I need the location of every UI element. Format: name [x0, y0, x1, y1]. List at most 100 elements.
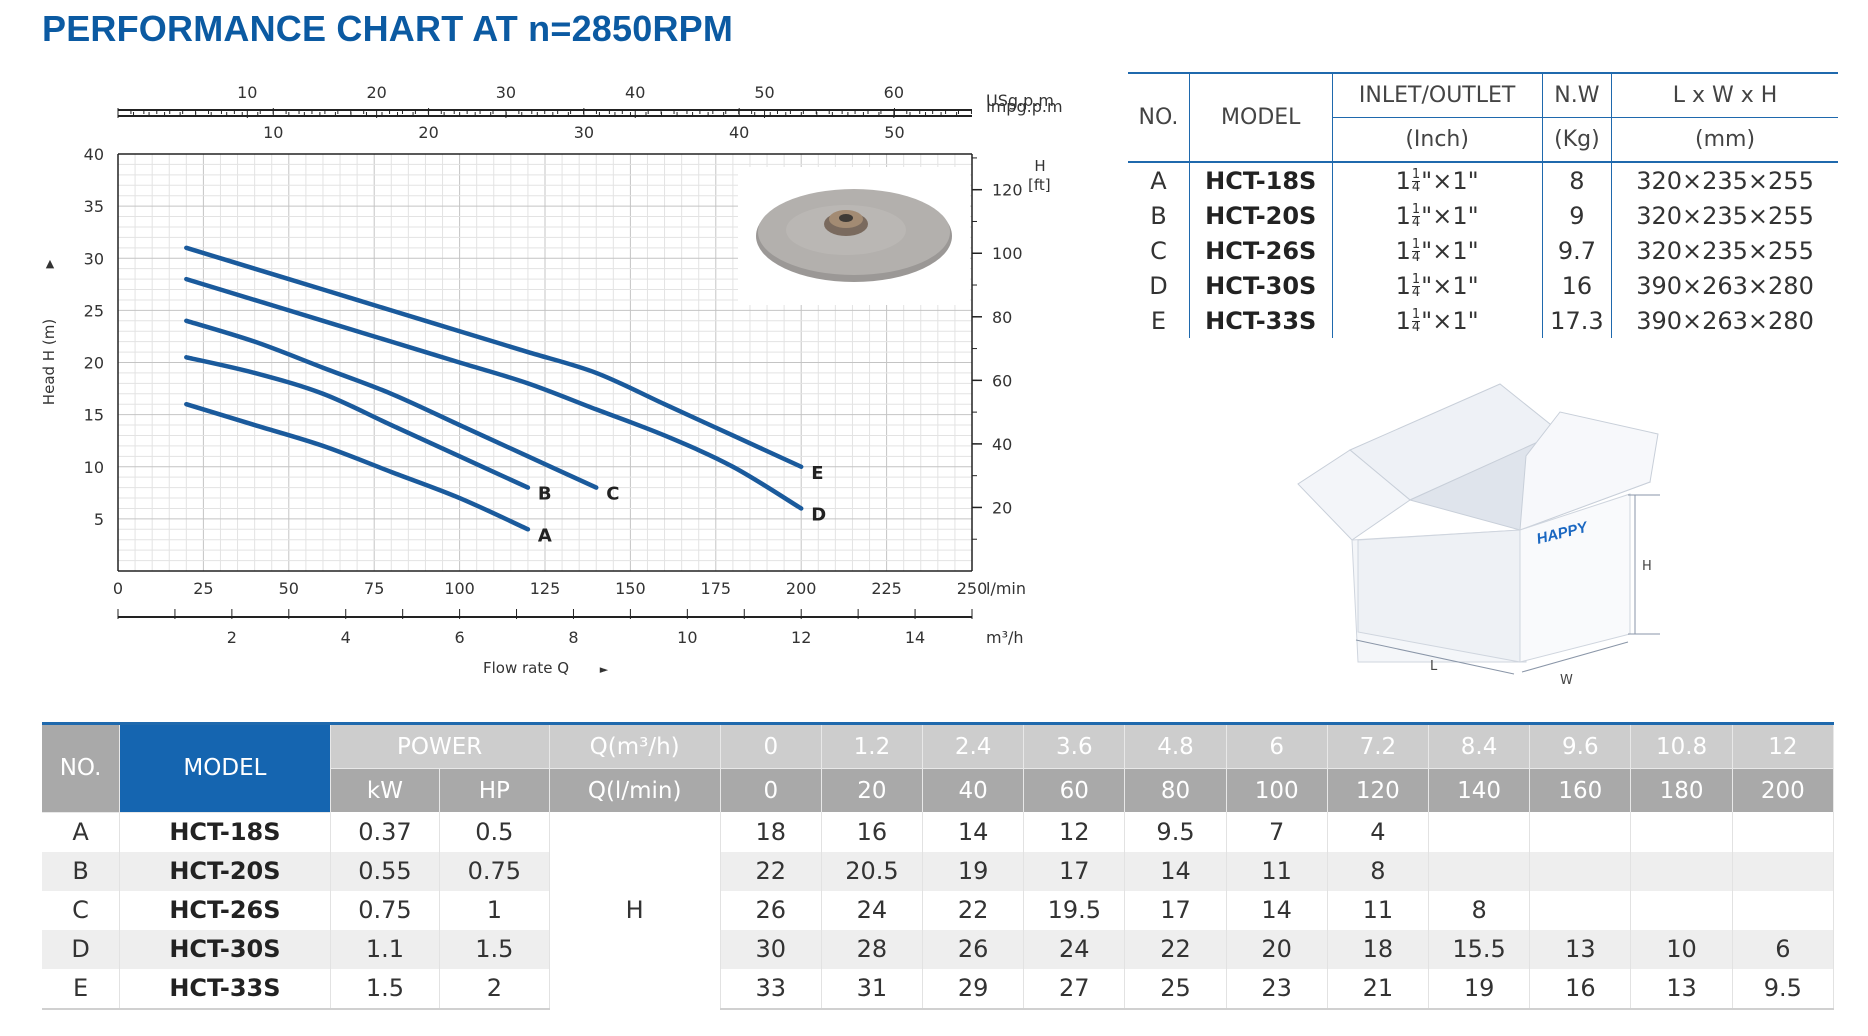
inlet-denominator: 4	[1411, 215, 1421, 230]
inlet-denominator: 4	[1411, 285, 1421, 300]
box-label-h: H	[1642, 559, 1652, 574]
spec-nw: 9	[1541, 198, 1612, 233]
curve-d	[184, 276, 804, 511]
perf-head-value	[1529, 851, 1632, 891]
perf-hp: 0.75	[439, 851, 550, 891]
spec-row: A HCT-18S 1 1 4 "×1" 8 320×235×255	[1128, 162, 1838, 198]
q-m3h-cell: 10.8	[1630, 723, 1733, 769]
usgpm-axis-tick-label: 50	[754, 83, 774, 102]
spec-model: HCT-30S	[1188, 268, 1333, 303]
impgpm-axis-tick-label: 20	[418, 123, 438, 142]
x-unit-label: l/min	[986, 579, 1026, 598]
inlet-rest: "×1"	[1421, 271, 1479, 300]
box-label-w: W	[1560, 673, 1573, 688]
ft-axis-label-ft: [ft]	[1028, 176, 1051, 194]
x-tick-label: 125	[530, 579, 561, 598]
perf-hp: 2	[439, 968, 550, 1010]
curve-a	[184, 401, 531, 532]
inlet-denominator: 4	[1411, 320, 1421, 335]
perf-head-value: 11	[1327, 890, 1429, 930]
spec-inlet: 1 1 4 "×1"	[1331, 198, 1543, 233]
inlet-rest: "×1"	[1421, 166, 1479, 195]
q-lmin-cell: 140	[1428, 768, 1531, 812]
perf-head-value: 7	[1226, 812, 1328, 852]
q-m3h-cell: 2.4	[922, 723, 1025, 769]
m3h-tick-label: 12	[791, 628, 811, 647]
perf-head-value: 24	[1023, 929, 1126, 969]
perf-head-value: 19	[1428, 968, 1531, 1010]
perf-row: C HCT-26S 0.75 1 26 24 22 19.5 17 14 11 8	[42, 890, 1835, 930]
perf-head-value	[1732, 812, 1835, 852]
x-tick-label: 250	[957, 579, 988, 598]
perf-head-value: 18	[720, 812, 822, 852]
inlet-rest: "×1"	[1421, 306, 1479, 335]
perf-head-value: 20.5	[821, 851, 924, 891]
perf-kw: 1.1	[330, 929, 441, 969]
spec-nw: 16	[1541, 268, 1612, 303]
y-tick-label: 20	[84, 354, 104, 373]
q-lmin-cell: 200	[1732, 768, 1835, 812]
perf-no: E	[42, 968, 121, 1010]
perf-head-value: 14	[1226, 890, 1328, 930]
perf-head-value: 19.5	[1023, 890, 1126, 930]
spec-header-dims: L x W x H	[1611, 73, 1838, 118]
perf-model: HCT-26S	[119, 890, 331, 930]
inlet-whole: 1	[1395, 236, 1411, 265]
perf-hp: 1.5	[439, 929, 550, 969]
perf-model: HCT-18S	[119, 812, 331, 852]
perf-head-value	[1529, 890, 1632, 930]
perf-header-power: POWER	[330, 723, 550, 769]
y-axis-arrow: ▲	[46, 257, 55, 270]
chart-axes: 0 25 50 75 100 125 150 175 200 225 250l/min5101520…	[40, 83, 1063, 677]
perf-head-value: 9.5	[1124, 812, 1227, 852]
spec-dims: 390×263×280	[1611, 303, 1838, 338]
perf-row: B HCT-20S 0.55 0.75 22 20.5 19 17 14 11 8	[42, 851, 1835, 891]
usgpm-axis-unit-label: USg.p.m	[986, 91, 1054, 110]
perf-head-value: 8	[1327, 851, 1429, 891]
q-m3h-cell: 4.8	[1124, 723, 1227, 769]
inlet-numerator: 1	[1411, 167, 1421, 182]
packaging-box-illustration: HAPPY H L W	[1297, 383, 1660, 688]
q-lmin-cell: 20	[821, 768, 924, 812]
spec-row: B HCT-20S 1 1 4 "×1" 9 320×235×255	[1128, 198, 1838, 233]
impeller-image	[738, 167, 970, 305]
perf-head-value: 33	[720, 968, 822, 1010]
perf-head-value	[1630, 890, 1733, 930]
perf-row: A HCT-18S 0.37 0.5 H 18 16 14 12 9.5 7 4	[42, 812, 1835, 1009]
perf-head-value: 9.5	[1732, 968, 1835, 1010]
ft-tick-label: 40	[992, 435, 1012, 454]
perf-kw: 0.75	[330, 890, 441, 930]
perf-head-value	[1428, 851, 1531, 891]
perf-head-value: 8	[1428, 890, 1531, 930]
spec-header-nw: N.W	[1541, 73, 1612, 118]
perf-kw: 1.5	[330, 968, 441, 1010]
spec-inlet: 1 1 4 "×1"	[1331, 162, 1543, 198]
q-lmin-cell: 120	[1327, 768, 1429, 812]
box-label-l: L	[1430, 659, 1438, 674]
impgpm-axis-unit-label: Impg.p.m	[986, 97, 1063, 116]
perf-head-value: 29	[922, 968, 1025, 1010]
performance-chart: 0 25 50 75 100 125 150 175 200 225 250l/min5101520…	[40, 83, 1063, 677]
usgpm-axis-tick-label: 40	[625, 83, 645, 102]
perf-row: E HCT-33S 1.5 2 33 31 29 27 25 23 21 19 16 13 9.5	[42, 968, 1835, 1010]
perf-head-value: 22	[922, 890, 1025, 930]
perf-header-no: NO.	[42, 723, 121, 813]
inlet-whole: 1	[1395, 306, 1411, 335]
curve-label-b: B	[538, 484, 552, 505]
spec-no: D	[1149, 271, 1168, 300]
curve-label-d: D	[811, 504, 826, 525]
y-axis-title: Head H (m)	[40, 319, 58, 405]
perf-h-label: H	[549, 812, 721, 1009]
q-m3h-cell: 8.4	[1428, 723, 1531, 769]
inlet-numerator: 1	[1411, 237, 1421, 252]
perf-head-value: 17	[1124, 890, 1227, 930]
q-lmin-cell: 180	[1630, 768, 1733, 812]
perf-head-value: 19	[922, 851, 1025, 891]
curve-label-a: A	[538, 525, 552, 546]
perf-head-value: 23	[1226, 968, 1328, 1010]
impgpm-axis-tick-label: 30	[574, 123, 594, 142]
